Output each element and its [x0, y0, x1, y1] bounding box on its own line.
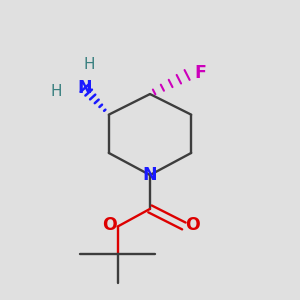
Text: O: O	[185, 216, 200, 234]
Text: N: N	[143, 166, 157, 184]
Text: F: F	[194, 64, 206, 82]
Text: O: O	[102, 216, 117, 234]
Text: H: H	[51, 84, 62, 99]
Text: N: N	[77, 79, 92, 97]
Text: H: H	[83, 56, 95, 71]
